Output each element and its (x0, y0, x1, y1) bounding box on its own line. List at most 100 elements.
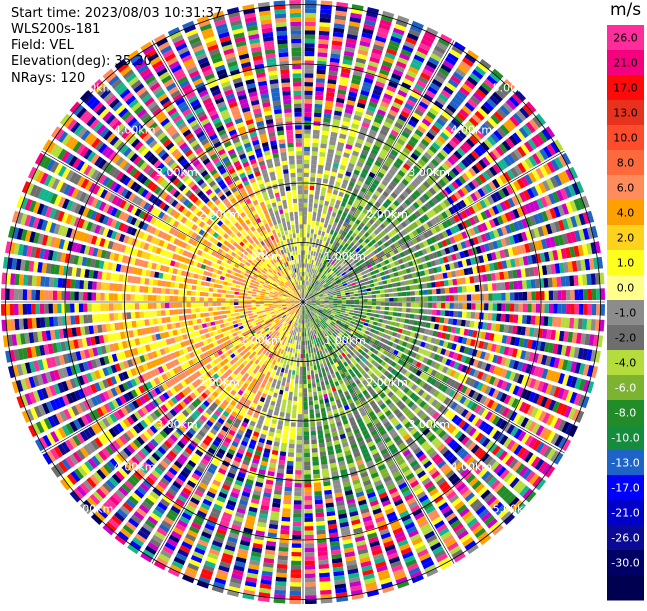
velocity-gate (321, 460, 328, 465)
velocity-gate (561, 317, 566, 327)
velocity-gate (304, 117, 311, 122)
velocity-gate (286, 351, 289, 356)
velocity-gate (289, 392, 293, 397)
velocity-gate (317, 169, 323, 174)
velocity-gate (552, 277, 557, 287)
velocity-gate (278, 420, 284, 425)
velocity-gate (280, 372, 284, 377)
velocity-gate (587, 304, 592, 315)
velocity-gate (548, 278, 553, 288)
velocity-gate (318, 39, 328, 44)
velocity-gate (291, 422, 296, 427)
velocity-gate (492, 313, 497, 321)
velocity-gate (295, 384, 299, 389)
velocity-gate (316, 74, 325, 79)
velocity-gate (505, 314, 510, 322)
velocity-gate (279, 542, 289, 547)
velocity-gate (475, 294, 480, 301)
velocity-gate (445, 310, 450, 316)
velocity-gate (396, 282, 401, 287)
velocity-gate (575, 304, 580, 315)
velocity-gate (305, 586, 316, 591)
velocity-gate (298, 401, 302, 405)
velocity-gate (318, 369, 322, 374)
velocity-gate (286, 365, 290, 370)
velocity-gate (311, 160, 317, 165)
velocity-gate (314, 199, 318, 204)
velocity-gate (323, 227, 327, 232)
velocity-gate (320, 143, 327, 148)
velocity-gate (310, 186, 315, 191)
velocity-gate (303, 263, 305, 267)
velocity-gate (318, 230, 322, 235)
velocity-gate (305, 341, 307, 346)
velocity-gate (492, 283, 497, 291)
velocity-gate (296, 462, 302, 466)
velocity-gate (307, 375, 310, 380)
velocity-gate (388, 289, 393, 293)
velocity-gate (352, 318, 357, 321)
velocity-gate (457, 319, 462, 326)
velocity-gate (345, 309, 350, 312)
velocity-gate (465, 277, 470, 284)
velocity-gate (298, 405, 302, 410)
velocity-gate (549, 304, 554, 314)
velocity-gate (305, 548, 315, 553)
velocity-gate (309, 199, 313, 204)
velocity-gate (493, 293, 498, 301)
velocity-gate (304, 168, 309, 172)
velocity-gate (275, 361, 279, 366)
velocity-gate (320, 18, 331, 23)
velocity-gate (345, 293, 350, 296)
velocity-gate (371, 291, 376, 294)
velocity-gate (308, 268, 310, 273)
velocity-gate (300, 367, 303, 371)
velocity-gate (304, 375, 307, 379)
velocity-gate (305, 535, 314, 540)
velocity-gate (315, 225, 319, 230)
velocity-gate (318, 551, 328, 556)
velocity-gate (304, 410, 308, 415)
velocity-gate (290, 582, 301, 587)
velocity-gate (280, 530, 289, 535)
velocity-gate (317, 213, 321, 218)
velocity-gate (301, 319, 302, 323)
velocity-gate (317, 69, 326, 74)
velocity-gate (337, 298, 342, 300)
velocity-gate (333, 304, 337, 306)
velocity-gate (311, 251, 314, 256)
velocity-gate (300, 375, 303, 379)
velocity-gate (410, 285, 415, 290)
velocity-gate (474, 321, 479, 328)
velocity-gate (294, 487, 301, 492)
velocity-gate (355, 302, 359, 304)
velocity-gate (316, 521, 325, 526)
velocity-gate (313, 212, 317, 217)
velocity-gate (290, 431, 295, 436)
velocity-gate (373, 322, 378, 326)
velocity-gate (557, 290, 562, 300)
velocity-gate (406, 297, 411, 301)
velocity-gate (444, 318, 449, 324)
velocity-gate (325, 232, 329, 237)
velocity-gate (304, 194, 308, 199)
velocity-gate (372, 299, 376, 302)
velocity-gate (440, 288, 445, 294)
velocity-gate (285, 369, 289, 374)
velocity-gate (426, 276, 431, 282)
velocity-gate (316, 186, 321, 191)
velocity-gate (305, 263, 307, 268)
velocity-gate (410, 291, 415, 296)
velocity-gate (287, 461, 294, 466)
velocity-gate (578, 318, 583, 329)
velocity-gate (471, 312, 476, 319)
velocity-gate (303, 276, 304, 280)
velocity-gate (536, 291, 541, 300)
velocity-gate (306, 246, 308, 251)
velocity-gate (575, 290, 580, 301)
velocity-gate (298, 345, 300, 350)
velocity-gate (314, 352, 317, 357)
velocity-gate (303, 250, 305, 254)
velocity-gate (304, 233, 307, 237)
